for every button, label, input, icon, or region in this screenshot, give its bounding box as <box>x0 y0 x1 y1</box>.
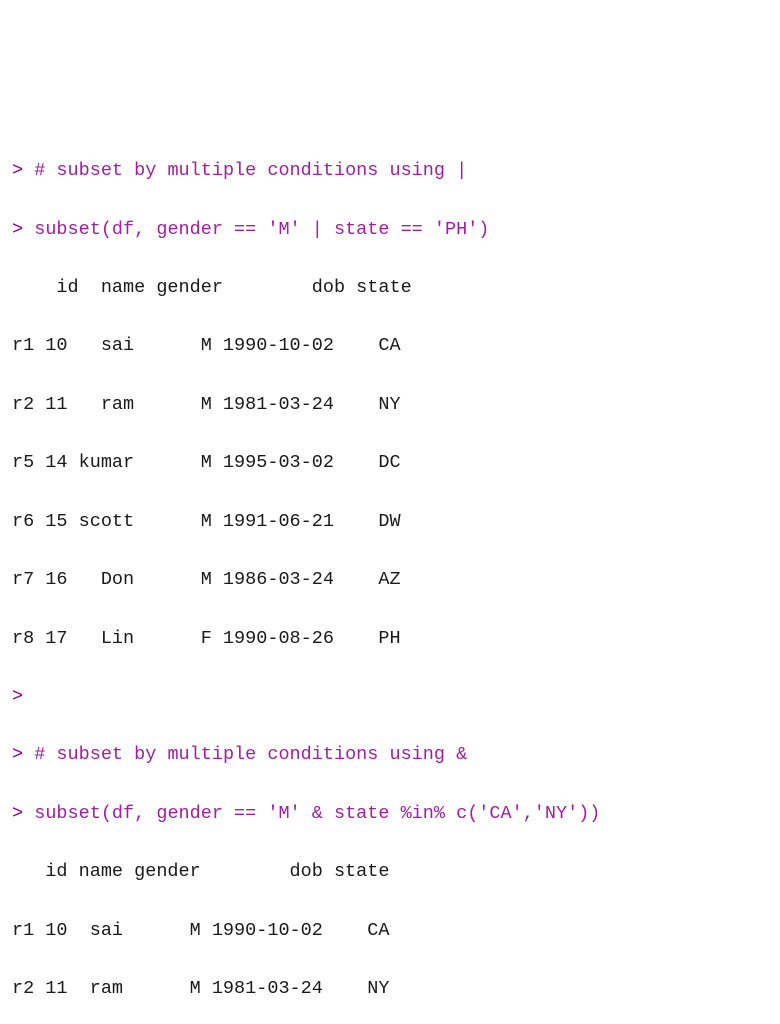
table-row: r1 10 sai M 1990-10-02 CA <box>12 331 768 360</box>
code-text: # subset by multiple conditions using & <box>34 744 467 765</box>
code-text: subset(df, gender == 'M' & state %in% c(… <box>34 803 600 824</box>
output-header: id name gender dob state <box>12 857 768 886</box>
prompt-char: > <box>12 219 23 240</box>
console-line: > subset(df, gender == 'M' & state %in% … <box>12 799 768 828</box>
r-console: > # subset by multiple conditions using … <box>12 127 768 1024</box>
code-text: subset(df, gender == 'M' | state == 'PH'… <box>34 219 489 240</box>
prompt-char: > <box>12 744 23 765</box>
output-header: id name gender dob state <box>12 273 768 302</box>
console-line: > # subset by multiple conditions using … <box>12 740 768 769</box>
table-row: r1 10 sai M 1990-10-02 CA <box>12 916 768 945</box>
prompt-char: > <box>12 160 23 181</box>
prompt-char: > <box>12 803 23 824</box>
code-text: # subset by multiple conditions using | <box>34 160 467 181</box>
table-row: r2 11 ram M 1981-03-24 NY <box>12 974 768 1003</box>
table-row: r2 11 ram M 1981-03-24 NY <box>12 390 768 419</box>
prompt-char: > <box>12 686 23 707</box>
table-row: r7 16 Don M 1986-03-24 AZ <box>12 565 768 594</box>
table-row: r5 14 kumar M 1995-03-02 DC <box>12 448 768 477</box>
console-line: > <box>12 682 768 711</box>
console-line: > # subset by multiple conditions using … <box>12 156 768 185</box>
table-row: r6 15 scott M 1991-06-21 DW <box>12 507 768 536</box>
console-line: > subset(df, gender == 'M' | state == 'P… <box>12 215 768 244</box>
table-row: r8 17 Lin F 1990-08-26 PH <box>12 624 768 653</box>
